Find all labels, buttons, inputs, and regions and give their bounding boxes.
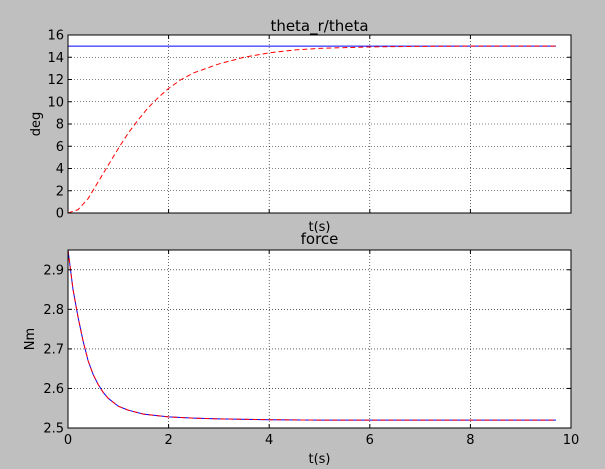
y-tick-label: 2.8 — [43, 303, 64, 318]
chart-title: force — [301, 230, 339, 248]
x-tick-label: 2 — [164, 433, 172, 448]
y-tick-label: 0 — [56, 207, 64, 222]
x-axis-label: t(s) — [308, 220, 330, 235]
y-tick-label: 2.9 — [43, 263, 64, 278]
series-line-1 — [67, 249, 556, 421]
y-tick-label: 2.7 — [43, 342, 64, 357]
axes-frame — [67, 249, 572, 429]
x-tick-label: 4 — [265, 433, 273, 448]
y-tick-label: 2 — [56, 184, 64, 199]
chart-1: 2.5 2.6 2.7 2.8 2.9 0 2 4 6 8 10 force t(s) Nm — [23, 230, 579, 467]
y-tick-label: 14 — [47, 51, 64, 66]
y-tick-label: 16 — [47, 29, 64, 44]
chart-0: 0 2 4 6 8 10 12 14 16 theta_r/theta t(s) deg — [29, 17, 572, 235]
y-tick-label: 2.5 — [43, 422, 64, 437]
x-tick-label: 10 — [563, 433, 580, 448]
x-tick-label: 8 — [466, 433, 474, 448]
y-tick-label: 8 — [56, 118, 64, 133]
y-axis-label: Nm — [23, 328, 38, 350]
y-tick-label: 10 — [47, 95, 64, 110]
y-tick-label: 12 — [47, 73, 64, 88]
x-tick-label: 0 — [64, 433, 72, 448]
y-axis-label: deg — [29, 112, 44, 137]
chart-title: theta_r/theta — [270, 17, 368, 36]
x-axis-label: t(s) — [308, 452, 330, 467]
y-tick-label: 4 — [56, 162, 64, 177]
y-tick-label: 2.6 — [43, 382, 64, 397]
x-tick-label: 6 — [366, 433, 374, 448]
y-tick-label: 6 — [56, 140, 64, 155]
series-line-1 — [67, 45, 556, 214]
plot-area — [68, 35, 571, 213]
plot-area — [68, 250, 571, 428]
